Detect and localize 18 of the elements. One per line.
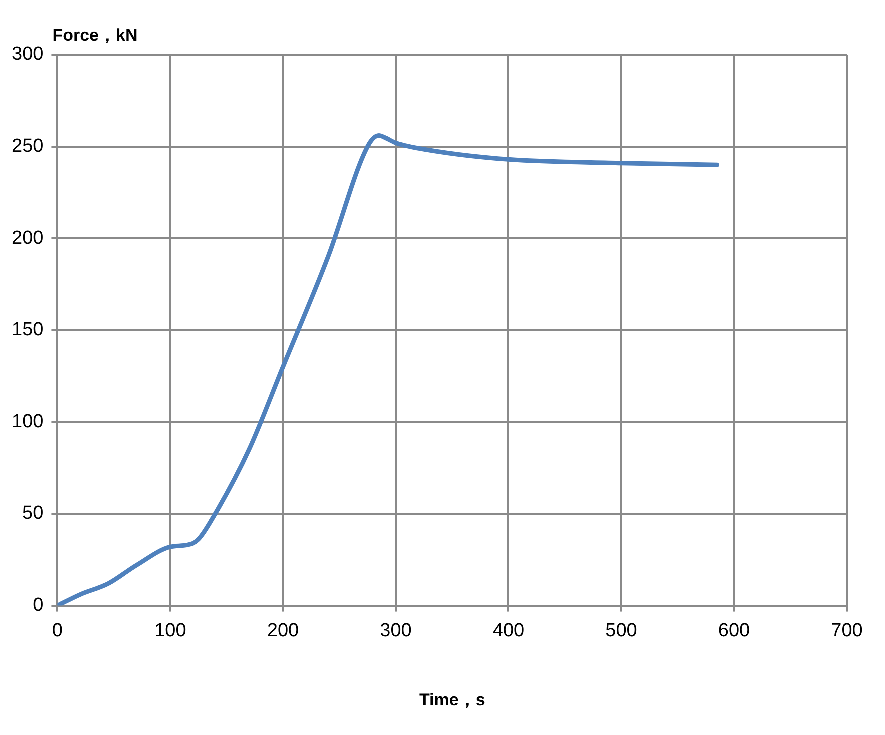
y-tick-label: 50: [22, 503, 44, 524]
x-tick-label: 300: [380, 620, 412, 642]
line-series: [58, 134, 720, 606]
y-tick-label: 250: [12, 136, 44, 158]
y-tick-label: 150: [12, 320, 44, 341]
y-tick-label: 100: [12, 411, 44, 432]
x-tick-label: 500: [606, 620, 638, 642]
x-tick-label: 200: [267, 620, 300, 642]
y-axis-title: Force，kN: [52, 26, 138, 46]
y-tick-label: 200: [12, 228, 44, 249]
x-axis-title: Time，s: [419, 690, 486, 710]
y-tick-label: 0: [33, 595, 44, 616]
x-tick-label: 400: [492, 620, 525, 642]
x-tick-label: 100: [154, 620, 186, 642]
x-tick-label: 600: [718, 620, 750, 642]
x-tick-label: 0: [52, 620, 63, 642]
x-tick-label: 700: [831, 620, 863, 642]
y-tick-label: 300: [12, 44, 44, 66]
